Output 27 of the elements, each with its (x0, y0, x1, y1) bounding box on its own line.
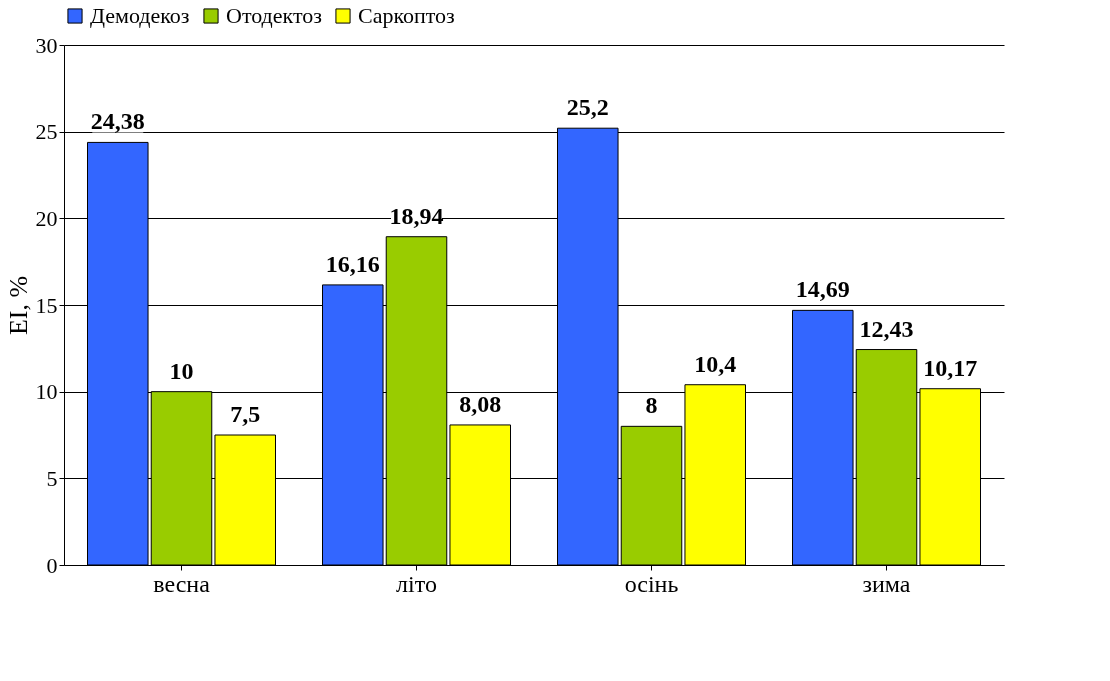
data-label: 7,5 (230, 401, 261, 427)
legend-label: Отодектоз (226, 3, 322, 28)
data-label: 12,43 (859, 315, 914, 342)
x-tick-label: весна (153, 570, 211, 597)
data-label: 25,2 (566, 94, 609, 121)
data-label: 24,38 (90, 108, 145, 135)
data-label: 8,08 (459, 390, 502, 417)
data-label: 16,16 (325, 250, 380, 277)
data-label: 14,69 (795, 276, 850, 303)
data-label: 8 (645, 392, 658, 419)
y-tick-label: 30 (35, 32, 58, 58)
y-tick-label: 25 (35, 119, 58, 145)
x-tick-label: літо (396, 570, 437, 597)
legend-label: Саркоптоз (358, 3, 455, 28)
y-tick-label: 0 (46, 552, 58, 578)
legend-label: Демодекоз (90, 3, 190, 28)
y-tick-label: 5 (46, 465, 58, 491)
y-tick-label: 15 (35, 292, 58, 318)
data-label: 10,17 (923, 354, 978, 381)
y-tick-label: 20 (35, 205, 58, 231)
data-label: 10,4 (694, 350, 737, 377)
x-tick-label: осінь (624, 570, 679, 597)
y-tick-label: 10 (35, 379, 58, 405)
data-label: 10 (169, 357, 194, 384)
data-label: 18,94 (389, 202, 444, 229)
x-tick-label: зима (862, 570, 911, 597)
y-axis-title: EI, % (3, 275, 33, 336)
